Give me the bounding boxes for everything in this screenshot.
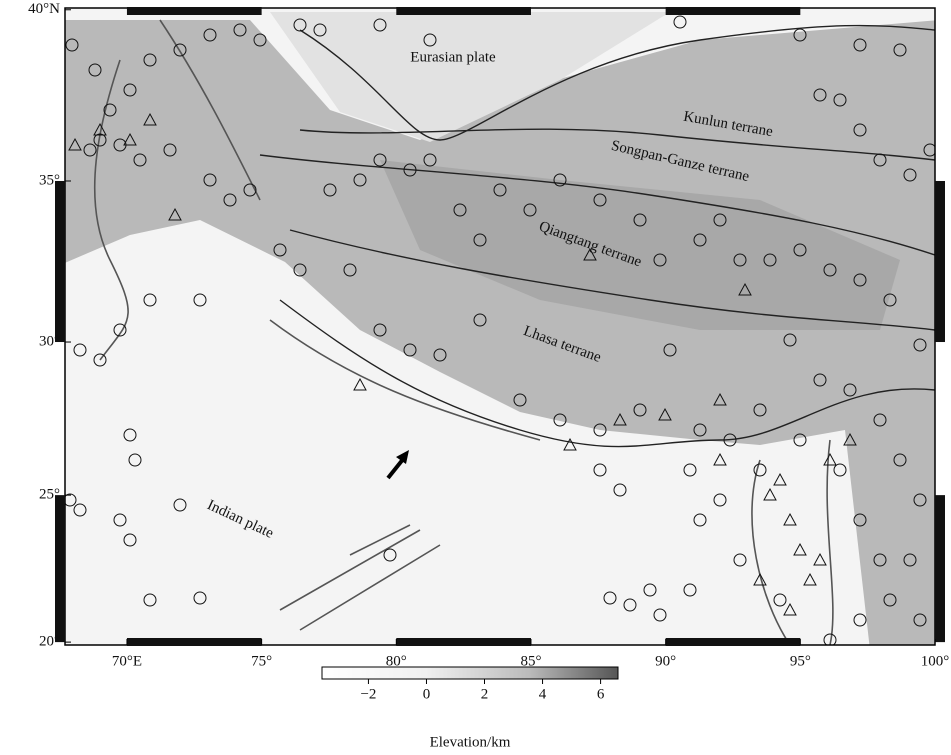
frame-band [127, 7, 262, 15]
lat-tick-label: 40°N [28, 1, 60, 17]
frame-band [935, 181, 945, 342]
lon-tick-label: 75° [251, 653, 272, 669]
colorbar-tick-label: −2 [360, 686, 376, 702]
frame-band [666, 638, 801, 646]
colorbar-tick-label: 2 [481, 686, 489, 702]
lon-tick-label: 80° [386, 653, 407, 669]
colorbar [322, 667, 618, 679]
map-area [60, 8, 940, 650]
lat-tick-label: 25° [39, 487, 60, 503]
lon-tick-label: 90° [655, 653, 676, 669]
frame-band [396, 638, 531, 646]
frame-band [127, 638, 262, 646]
frame-band [396, 7, 531, 15]
plate-label: Eurasian plate [410, 49, 496, 65]
frame-band [935, 495, 945, 642]
colorbar-tick-label: 6 [597, 686, 605, 702]
frame-band [666, 7, 801, 15]
colorbar-title: Elevation/km [430, 734, 511, 750]
map-figure: Eurasian plate Kunlun terrane Songpan-Ga… [0, 0, 951, 755]
lat-tick-label: 20° [39, 634, 60, 650]
lon-tick-label: 70°E [112, 653, 142, 669]
lon-tick-label: 85° [520, 653, 541, 669]
lat-tick-label: 35° [39, 172, 60, 188]
frame-band [55, 181, 65, 342]
frame-band [55, 495, 65, 642]
colorbar-tick-label: 4 [539, 686, 547, 702]
lon-tick-label: 95° [790, 653, 811, 669]
colorbar-tick-label: 0 [423, 686, 431, 702]
lon-tick-label: 100° [921, 653, 950, 669]
lat-tick-label: 30° [39, 333, 60, 349]
